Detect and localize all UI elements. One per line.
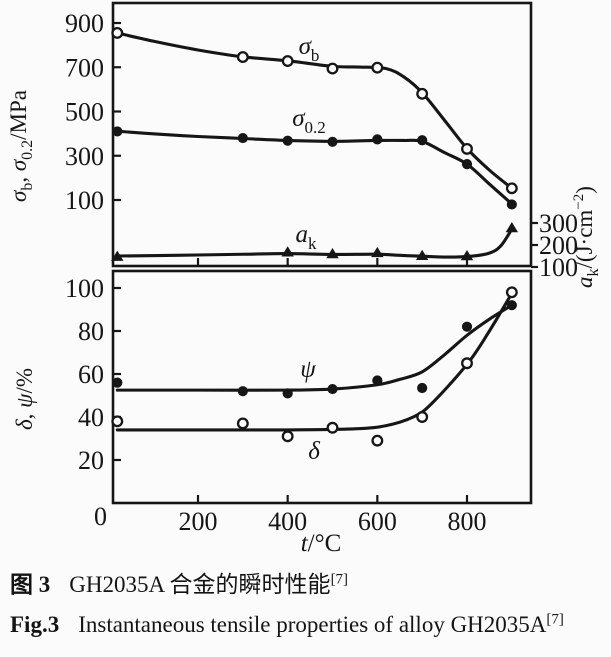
series-sigma-b: σb: [111, 27, 518, 195]
filled-triangle-marker: [111, 250, 124, 261]
filled-circle-marker: [282, 388, 293, 399]
open-circle-marker: [416, 411, 429, 423]
filled-triangle-marker: [281, 246, 294, 257]
caption-english: Fig.3 Instantaneous tensile properties of…: [10, 611, 564, 639]
x-axis-label: t/°C: [301, 530, 342, 557]
filled-circle-marker: [237, 132, 248, 144]
figure3-chart-area: 900 700 500 300 100 300 200 100 σb σ0.2 ak σb, σ0.2…: [6, 1, 602, 557]
filled-triangle-marker: [326, 248, 339, 259]
sigma-0-2-curve: [115, 129, 514, 206]
y-tick-label: 20: [78, 446, 104, 475]
filled-circle-marker: [372, 375, 383, 386]
y-right-tick-label: 200: [539, 231, 578, 260]
y-tick-label: 100: [65, 186, 104, 215]
caption-english-label: Fig.3: [10, 612, 60, 637]
filled-circle-marker: [417, 382, 428, 394]
open-circle-marker: [416, 87, 429, 100]
open-circle-marker: [461, 142, 473, 155]
open-circle-marker: [461, 357, 473, 370]
y-tick-label: 80: [78, 317, 104, 346]
y-tick-label: 900: [65, 9, 104, 38]
open-circle-marker: [326, 62, 339, 75]
y-tick-label: 300: [65, 142, 104, 171]
filled-circle-marker: [461, 321, 473, 332]
series-delta: δ: [111, 286, 518, 465]
open-circle-marker: [111, 27, 124, 39]
y-right-tick-label: 300: [539, 209, 578, 238]
ductility-frame: [111, 269, 533, 505]
filled-circle-marker: [237, 386, 248, 397]
open-circle-marker: [111, 415, 124, 428]
ductility-left-axis-label: δ, ψ/%: [12, 368, 37, 430]
filled-circle-marker: [372, 134, 383, 145]
y-tick-label: 500: [65, 98, 104, 127]
a-k-curve: [115, 227, 514, 259]
filled-triangle-marker: [505, 222, 519, 233]
open-circle-marker: [326, 421, 339, 434]
filled-circle-marker: [506, 199, 517, 210]
y-right-tick-label: 100: [539, 253, 578, 282]
y-tick-label: 60: [78, 360, 104, 389]
filled-circle-marker: [112, 377, 123, 388]
filled-circle-marker: [417, 135, 428, 146]
x-tick-label: 400: [268, 507, 307, 536]
x-tick-label: 600: [358, 507, 397, 536]
strength-impact-right-axis-label: ak/(J·cm−2): [571, 186, 602, 288]
sigma-b-curve-label: σb: [299, 33, 320, 65]
filled-circle-marker: [327, 383, 338, 395]
psi-curve-label: ψ: [300, 356, 316, 383]
series-a-k: ak: [111, 221, 519, 261]
caption-chinese-label: 图 3: [10, 572, 51, 597]
y-tick-label: 100: [65, 274, 104, 303]
series-psi: ψ: [112, 300, 517, 399]
y-tick-label: 40: [78, 403, 104, 432]
open-circle-marker: [371, 434, 384, 447]
filled-circle-marker: [461, 159, 473, 170]
delta-curve: [115, 291, 514, 432]
origin-label: 0: [94, 502, 107, 531]
a-k-curve-label: ak: [296, 221, 318, 253]
caption-english-text: Instantaneous tensile properties of allo…: [78, 612, 547, 637]
filled-triangle-marker: [460, 250, 474, 261]
filled-circle-marker: [282, 135, 293, 146]
filled-triangle-marker: [371, 246, 384, 258]
panel-ductility: 100 80 60 40 20 200 400 600 800 ψ δ δ, ψ/%: [12, 269, 533, 536]
filled-circle-marker: [327, 136, 338, 147]
x-tick-label: 200: [179, 507, 218, 536]
y-tick-label: 700: [65, 53, 104, 82]
open-circle-marker: [281, 430, 294, 443]
filled-circle-marker: [506, 300, 517, 311]
caption-english-ref: [7]: [546, 611, 564, 628]
x-tick-label: 800: [448, 507, 487, 536]
open-circle-marker: [505, 182, 518, 195]
open-circle-marker: [236, 51, 249, 64]
filled-triangle-marker: [415, 249, 429, 260]
open-circle-marker: [371, 61, 384, 74]
series-sigma-0-2: σ0.2: [112, 105, 517, 210]
strength-impact-frame: [111, 1, 533, 268]
caption-chinese-ref: [7]: [330, 571, 349, 588]
caption-chinese: 图 3 GH2035A 合金的瞬时性能[7]: [10, 571, 348, 599]
caption-chinese-text: GH2035A 合金的瞬时性能: [69, 572, 331, 597]
filled-circle-marker: [112, 126, 123, 137]
strength-impact-left-axis-label: σb, σ0.2/MPa: [6, 90, 36, 202]
sigma-0-2-curve-label: σ0.2: [292, 105, 326, 137]
open-circle-marker: [505, 286, 518, 299]
open-circle-marker: [236, 417, 249, 430]
delta-curve-label: δ: [308, 438, 320, 465]
open-circle-marker: [281, 55, 294, 68]
